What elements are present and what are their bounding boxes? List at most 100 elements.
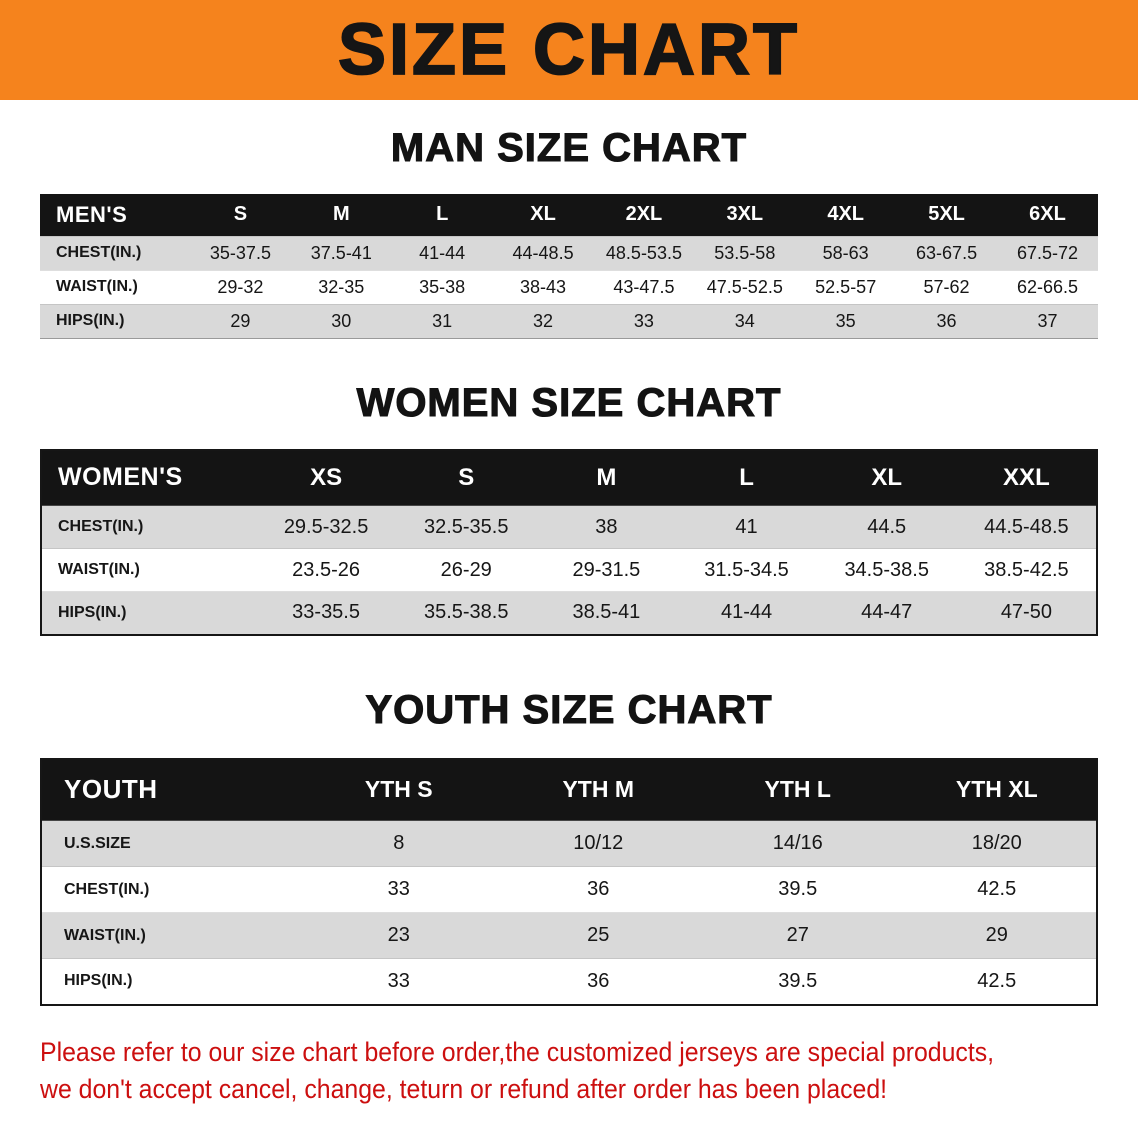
disclaimer: Please refer to our size chart before or… [40,1034,1138,1109]
size-value-cell: 29-32 [190,269,291,304]
size-column-header: XL [530,203,556,226]
row-label-cell: CHEST(IN.) [40,235,190,270]
size-value-cell: 25 [498,912,698,959]
size-column-header: L [739,463,754,491]
size-value-cell: 30 [290,303,392,338]
size-value-cell: 42.5 [897,866,1097,913]
size-value-cell: 57-62 [896,269,997,304]
size-value-cell: 34 [694,303,796,338]
disclaimer-line-1: Please refer to our size chart before or… [40,1036,995,1067]
size-value-cell: 44-48.5 [492,235,594,270]
size-column-header: S [233,203,248,226]
size-column-header: YTH XL [955,776,1038,803]
size-value-cell: 38.5-42.5 [956,548,1097,592]
size-value-cell: 29-31.5 [536,548,677,592]
size-value-cell: 36 [498,958,698,1005]
table-header-row: WOMEN'S XS S M L XL XXL [41,449,1097,506]
size-value-cell: 39.5 [698,958,898,1005]
size-column-header: M [332,203,350,226]
size-value-cell: 52.5-57 [795,269,897,304]
women-section: WOMEN SIZE CHART WOMEN'S XS S M L XL XXL CHEST(… [0,380,1138,636]
size-value-cell: 41-44 [676,591,817,635]
size-value-cell: 8 [299,820,499,867]
size-column-header: 3XL [726,203,764,226]
table-row: WAIST(IN.) 29-32 32-35 35-38 38-43 43-47.5 47.… [40,269,1098,304]
size-value-cell: 35.5-38.5 [396,591,537,635]
table-title-cell: MEN'S [56,201,128,227]
table-title-cell: WOMEN'S [58,463,183,492]
page-title: SIZE CHART [337,10,800,90]
size-value-cell: 31 [391,303,493,338]
size-value-cell: 34.5-38.5 [816,548,957,592]
table-row: U.S.SIZE 8 10/12 14/16 18/20 [41,820,1097,867]
table-header-row: MEN'S S M L XL 2XL 3XL 4XL 5XL 6XL [40,194,1098,236]
table-row: HIPS(IN.) 33-35.5 35.5-38.5 38.5-41 41-44 44-… [41,591,1097,635]
size-column-header: 4XL [827,203,865,226]
size-value-cell: 29 [190,303,291,338]
size-column-header: L [436,203,449,226]
size-value-cell: 44.5 [816,505,957,549]
table-row: WAIST(IN.) 23.5-26 26-29 29-31.5 31.5-34.5 34… [41,548,1097,592]
size-value-cell: 23 [299,912,499,959]
banner: SIZE CHART [0,0,1138,100]
size-value-cell: 33-35.5 [256,591,397,635]
size-value-cell: 38 [536,505,677,549]
size-value-cell: 35-37.5 [190,235,291,270]
women-section-heading: WOMEN SIZE CHART [356,380,782,425]
table-title-cell: YOUTH [64,774,158,805]
size-value-cell: 33 [593,303,695,338]
size-value-cell: 44.5-48.5 [956,505,1097,549]
size-value-cell: 42.5 [897,958,1097,1005]
size-value-cell: 43-47.5 [593,269,695,304]
size-value-cell: 37.5-41 [290,235,392,270]
size-value-cell: 48.5-53.5 [593,235,695,270]
size-value-cell: 29.5-32.5 [256,505,397,549]
table-row: WAIST(IN.) 23 25 27 29 [41,912,1097,959]
size-value-cell: 32-35 [290,269,392,304]
row-label-cell: HIPS(IN.) [40,303,190,338]
size-value-cell: 37 [997,303,1098,338]
size-column-header: 5XL [928,203,965,226]
row-label-cell: CHEST(IN.) [41,505,256,549]
size-value-cell: 53.5-58 [694,235,796,270]
size-value-cell: 47.5-52.5 [694,269,796,304]
youth-size-table: YOUTH YTH S YTH M YTH L YTH XL U.S.SIZE 8 10/12… [40,757,1098,1006]
table-row: CHEST(IN.) 35-37.5 37.5-41 41-44 44-48.5 48.5… [40,235,1098,270]
size-value-cell: 39.5 [698,866,898,913]
table-row: CHEST(IN.) 29.5-32.5 32.5-35.5 38 41 44.5 44.5… [41,505,1097,549]
size-column-header: XXL [1003,463,1050,491]
row-label-cell: U.S.SIZE [41,820,299,867]
men-size-table: MEN'S S M L XL 2XL 3XL 4XL 5XL 6XL CHEST(IN.) 35-37… [40,194,1098,339]
table-header-row: YOUTH YTH S YTH M YTH L YTH XL [41,758,1097,821]
size-value-cell: 62-66.5 [997,269,1098,304]
size-value-cell: 38.5-41 [536,591,677,635]
size-column-header: 6XL [1029,203,1066,226]
disclaimer-line-2: we don't accept cancel, change, teturn o… [40,1073,888,1104]
row-label-cell: HIPS(IN.) [41,958,299,1005]
size-value-cell: 26-29 [396,548,537,592]
size-value-cell: 14/16 [698,820,898,867]
size-value-cell: 32.5-35.5 [396,505,537,549]
size-column-header: YTH S [364,776,433,803]
youth-section: YOUTH SIZE CHART YOUTH YTH S YTH M YTH L YTH… [0,687,1138,1006]
size-value-cell: 23.5-26 [256,548,397,592]
size-value-cell: 44-47 [816,591,957,635]
size-column-header: S [458,463,475,491]
size-value-cell: 18/20 [897,820,1097,867]
size-value-cell: 41 [676,505,817,549]
size-value-cell: 47-50 [956,591,1097,635]
size-column-header: XS [310,463,343,491]
size-value-cell: 36 [498,866,698,913]
size-value-cell: 38-43 [492,269,594,304]
size-value-cell: 35 [795,303,897,338]
row-label-cell: WAIST(IN.) [41,548,256,592]
size-column-header: YTH M [562,776,635,803]
youth-section-heading: YOUTH SIZE CHART [365,687,773,732]
size-column-header: YTH L [764,776,831,803]
women-size-table: WOMEN'S XS S M L XL XXL CHEST(IN.) 29.5-32.5 32.5… [40,448,1098,636]
row-label-cell: WAIST(IN.) [41,912,299,959]
men-section: MAN SIZE CHART MEN'S S M L XL 2XL 3XL 4XL 5XL 6XL… [0,125,1138,339]
row-label-cell: WAIST(IN.) [40,269,190,304]
size-value-cell: 29 [897,912,1097,959]
